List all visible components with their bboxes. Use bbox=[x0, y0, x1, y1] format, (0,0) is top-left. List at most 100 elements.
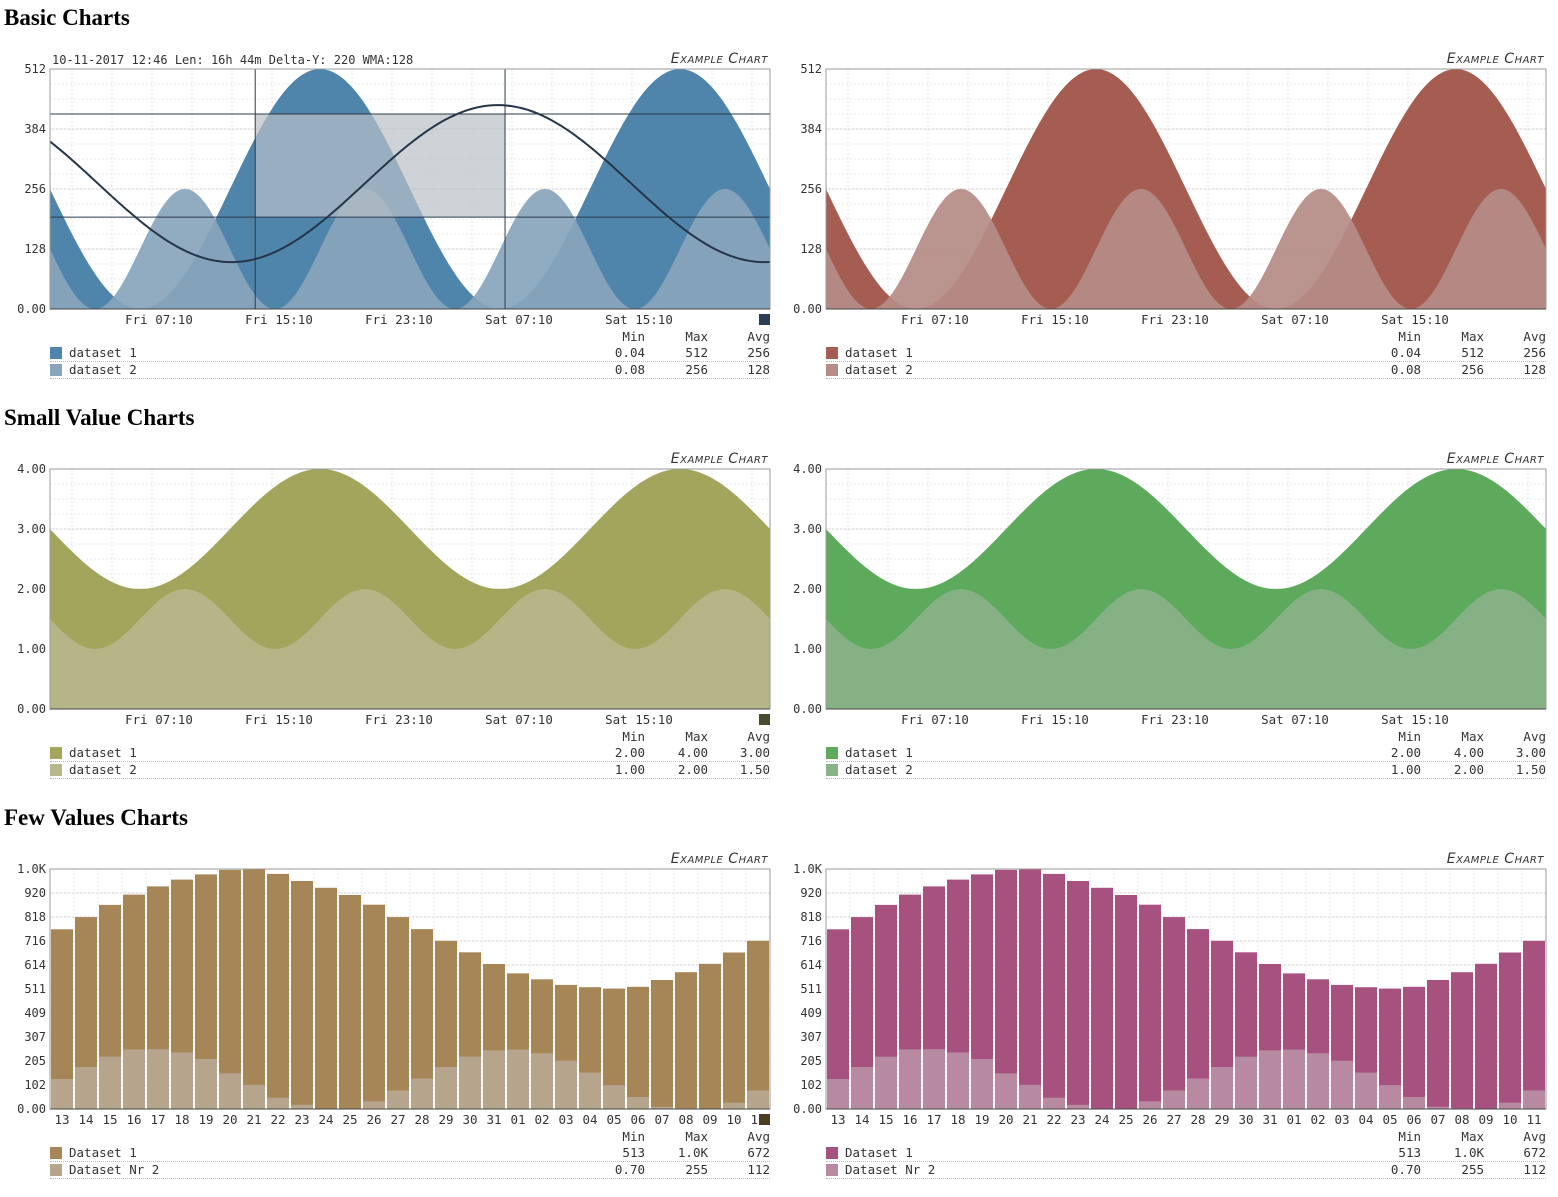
bar-series-1 bbox=[1475, 963, 1497, 1109]
bar-series-2 bbox=[1307, 1053, 1329, 1109]
legend-series-name: dataset 1 bbox=[845, 745, 913, 760]
chart-svg[interactable]: Example Chart 10-11-2017 12:46 Len: 16h 4… bbox=[1, 45, 771, 395]
bar-series-1 bbox=[651, 980, 673, 1109]
y-tick-label: 384 bbox=[24, 122, 46, 136]
y-tick-label: 0.00 bbox=[17, 702, 46, 716]
section-title-basic: Basic Charts bbox=[4, 5, 130, 30]
legend-avg-value: 3.00 bbox=[1515, 745, 1546, 760]
chart-svg[interactable]: Example Chart 0.00 1.00 2.00 3.00 4.00 Fri 07:… bbox=[777, 445, 1547, 795]
legend: Min Max Avg dataset 1 0.04 512 256 dataset 2 0.0… bbox=[50, 329, 770, 379]
legend-header-min: Min bbox=[1398, 729, 1421, 744]
x-tick-label: 13 bbox=[54, 1112, 69, 1127]
bar-series-2 bbox=[971, 1059, 993, 1109]
chart-few-pink[interactable]: Example Chart 0.00 102 205 307 409 511 614 716 81… bbox=[777, 845, 1547, 1195]
bar-series-1 bbox=[363, 904, 385, 1109]
legend-max-value: 1.0K bbox=[677, 1145, 708, 1160]
bar-series-1 bbox=[675, 972, 697, 1109]
y-tick-label: 205 bbox=[800, 1054, 822, 1068]
bar-series-1 bbox=[1211, 940, 1233, 1109]
x-tick-label: 14 bbox=[854, 1112, 869, 1127]
chart-small-olive[interactable]: Example Chart 0.00 1.00 2.00 3.00 4.00 Fri 07:… bbox=[1, 445, 771, 795]
y-tick-label: 256 bbox=[800, 182, 822, 196]
legend-max-value: 2.00 bbox=[1453, 762, 1484, 777]
chart-small-green[interactable]: Example Chart 0.00 1.00 2.00 3.00 4.00 Fri 07:… bbox=[777, 445, 1547, 795]
bar-series-1 bbox=[747, 940, 769, 1109]
bar-series-2 bbox=[1379, 1085, 1401, 1109]
legend-swatch bbox=[826, 764, 838, 776]
x-tick-label: Fri 23:10 bbox=[365, 312, 433, 327]
y-tick-label: 0.00 bbox=[793, 702, 822, 716]
bar-series-2 bbox=[1043, 1097, 1065, 1109]
x-tick-label: 14 bbox=[78, 1112, 93, 1127]
legend-min-value: 2.00 bbox=[614, 745, 645, 760]
y-tick-label: 920 bbox=[800, 886, 822, 900]
chart-basic-red[interactable]: Example Chart 0.00 128 256 384 512 Fri 07:10 Fr… bbox=[777, 45, 1547, 395]
legend-row: dataset 1 2.00 4.00 3.00 bbox=[50, 745, 770, 762]
bar-series-1 bbox=[1043, 873, 1065, 1109]
bar-series-1 bbox=[171, 879, 193, 1109]
y-tick-label: 1.00 bbox=[17, 642, 46, 656]
chart-few-brown[interactable]: Example Chart 0.00 102 205 307 409 511 614 716 81… bbox=[1, 845, 771, 1195]
bar-series-1 bbox=[387, 917, 409, 1109]
legend-avg-value: 256 bbox=[747, 345, 770, 360]
x-tick-label: Sat 15:10 bbox=[605, 312, 673, 327]
legend-min-value: 2.00 bbox=[1390, 745, 1421, 760]
x-tick-label: 16 bbox=[902, 1112, 917, 1127]
x-tick-label: Fri 23:10 bbox=[1141, 312, 1209, 327]
bar-series-2 bbox=[1523, 1090, 1545, 1109]
x-tick-label: 06 bbox=[630, 1112, 645, 1127]
chart-svg[interactable]: Example Chart0.0010220530740951161471681… bbox=[1, 845, 771, 1195]
bar-series-2 bbox=[1427, 1106, 1449, 1109]
y-tick-label: 920 bbox=[24, 886, 46, 900]
legend-min-value: 0.08 bbox=[1390, 362, 1421, 377]
x-tick-label: 02 bbox=[1310, 1112, 1325, 1127]
x-tick-label: 05 bbox=[606, 1112, 621, 1127]
bar-series-2 bbox=[1163, 1090, 1185, 1109]
y-tick-label: 0.00 bbox=[793, 1102, 822, 1116]
legend-header-avg: Avg bbox=[1523, 1129, 1546, 1144]
legend-min-value: 0.08 bbox=[614, 362, 645, 377]
bar-series-1 bbox=[1379, 988, 1401, 1109]
bar-series-2 bbox=[387, 1090, 409, 1109]
legend-min-value: 513 bbox=[622, 1145, 645, 1160]
y-tick-label: 4.00 bbox=[793, 462, 822, 476]
series-area-2 bbox=[50, 189, 770, 309]
chart-basic-blue[interactable]: Example Chart 10-11-2017 12:46 Len: 16h 4… bbox=[1, 45, 771, 395]
x-tick-label: 24 bbox=[1094, 1112, 1109, 1127]
bar-series-1 bbox=[51, 929, 73, 1109]
legend-min-value: 0.70 bbox=[1390, 1162, 1421, 1177]
x-tick-label: 03 bbox=[558, 1112, 573, 1127]
chart-svg[interactable]: Example Chart0.0010220530740951161471681… bbox=[777, 845, 1547, 1195]
legend-max-value: 512 bbox=[685, 345, 708, 360]
x-tick-label: Sat 07:10 bbox=[1261, 712, 1329, 727]
bar-series-2 bbox=[195, 1059, 217, 1109]
legend-header: Min Max Avg bbox=[50, 329, 770, 345]
bar-series-2 bbox=[1187, 1078, 1209, 1109]
chart-svg[interactable]: Example Chart 0.00 128 256 384 512 Fri 07:10 Fr… bbox=[777, 45, 1547, 395]
bar-series-2 bbox=[1235, 1056, 1257, 1109]
bar-series-2 bbox=[531, 1053, 553, 1109]
legend-header-min: Min bbox=[1398, 329, 1421, 344]
legend-series-name: dataset 1 bbox=[69, 345, 137, 360]
legend-row: dataset 2 0.08 256 128 bbox=[826, 362, 1546, 379]
y-tick-label: 818 bbox=[24, 910, 46, 924]
x-tick-label: 31 bbox=[1262, 1112, 1277, 1127]
legend-header-avg: Avg bbox=[747, 1129, 770, 1144]
x-tick-label: 20 bbox=[222, 1112, 237, 1127]
status-readout: 10-11-2017 12:46 Len: 16h 44m Delta-Y: 2… bbox=[52, 53, 413, 67]
x-tick-label: Sat 15:10 bbox=[605, 712, 673, 727]
x-tick-label: 30 bbox=[1238, 1112, 1253, 1127]
x-tick-label: 27 bbox=[390, 1112, 405, 1127]
series-area-2 bbox=[826, 589, 1546, 709]
legend-series-name: dataset 2 bbox=[845, 362, 913, 377]
legend-header-avg: Avg bbox=[747, 329, 770, 344]
legend-series-name: dataset 2 bbox=[845, 762, 913, 777]
chart-svg[interactable]: Example Chart 0.00 1.00 2.00 3.00 4.00 Fri 07:… bbox=[1, 445, 771, 795]
y-tick-label: 1.0K bbox=[17, 862, 47, 876]
x-tick-label: 30 bbox=[462, 1112, 477, 1127]
bar-series-2 bbox=[1355, 1072, 1377, 1109]
legend-series-name: dataset 1 bbox=[845, 345, 913, 360]
bar-series-1 bbox=[75, 917, 97, 1109]
x-tick-label: 05 bbox=[1382, 1112, 1397, 1127]
x-tick-label: 23 bbox=[294, 1112, 309, 1127]
